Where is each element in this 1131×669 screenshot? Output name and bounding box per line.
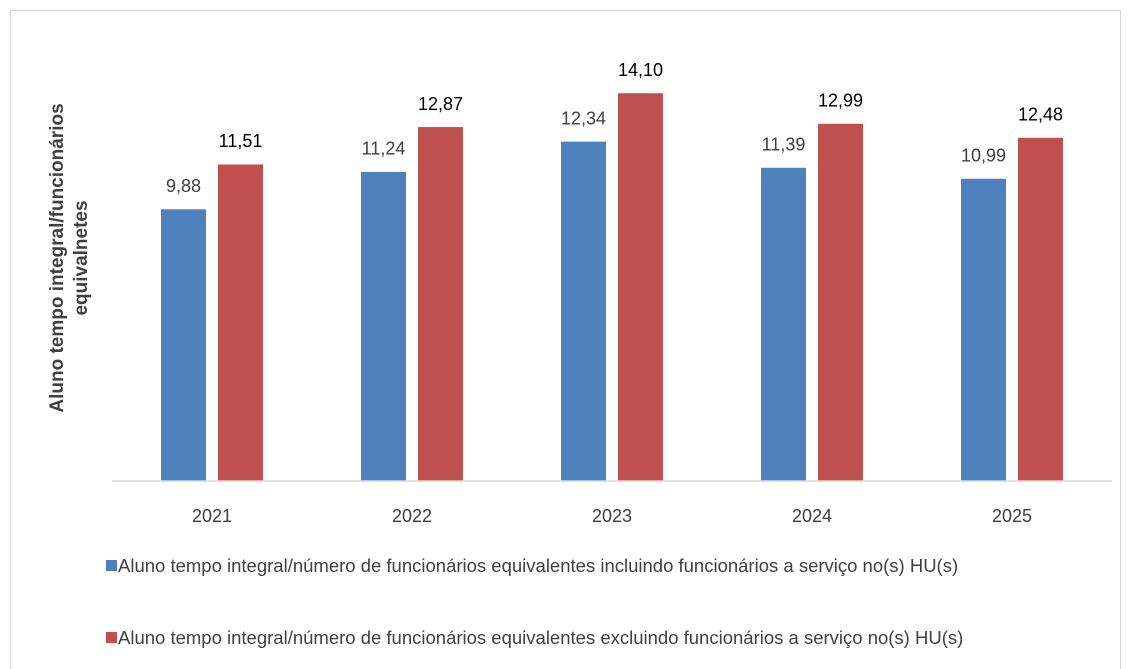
bar	[761, 167, 806, 481]
data-label: 10,99	[961, 146, 1006, 166]
bar	[361, 171, 406, 481]
chart-frame	[10, 10, 1121, 669]
bar	[1018, 137, 1063, 482]
bar	[818, 123, 863, 482]
data-label: 11,39	[762, 135, 806, 155]
data-label: 12,34	[561, 108, 606, 128]
data-label: 12,48	[1018, 105, 1063, 125]
data-label: 11,24	[362, 139, 406, 159]
bar	[418, 127, 463, 481]
legend-entry: Aluno tempo integral/número de funcionár…	[106, 550, 1093, 582]
data-label: 9,88	[166, 176, 201, 196]
y-axis-title: Aluno tempo integral/funcionários	[47, 103, 68, 412]
bar	[618, 93, 663, 481]
bar	[218, 164, 263, 481]
bar	[961, 178, 1006, 481]
data-label: 12,87	[418, 94, 463, 114]
legend-label: Aluno tempo integral/número de funcionár…	[118, 627, 964, 648]
legend-label: Aluno tempo integral/número de funcionár…	[118, 555, 959, 576]
bar	[161, 209, 206, 482]
x-tick-label: 2023	[592, 506, 632, 526]
legend-swatch	[106, 632, 117, 643]
legend-entry: Aluno tempo integral/número de funcionár…	[106, 622, 1093, 654]
data-label: 14,10	[618, 60, 663, 80]
x-tick-label: 2021	[192, 506, 232, 526]
legend-swatch	[106, 560, 117, 571]
data-label: 11,51	[219, 131, 263, 151]
bar	[561, 141, 606, 481]
x-tick-label: 2022	[392, 506, 432, 526]
data-label: 12,99	[818, 91, 863, 111]
x-tick-label: 2024	[792, 506, 832, 526]
x-tick-label: 2025	[992, 506, 1032, 526]
y-axis-title: equivalnetes	[71, 200, 92, 315]
